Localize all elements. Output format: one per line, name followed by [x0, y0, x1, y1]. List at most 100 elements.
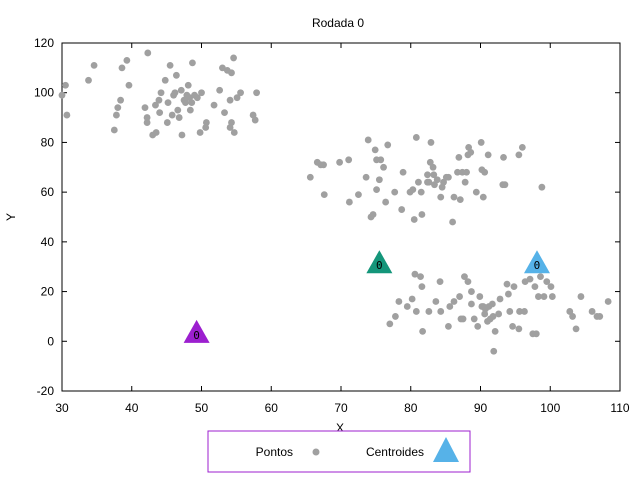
data-point: [588, 308, 596, 315]
y-tick-label: -20: [37, 384, 55, 398]
data-point: [474, 322, 482, 330]
data-point: [85, 76, 92, 84]
data-point: [336, 158, 344, 166]
data-point: [392, 313, 399, 320]
y-axis-label: Y: [4, 213, 18, 221]
data-point: [450, 193, 458, 201]
data-point: [123, 57, 131, 64]
data-point: [110, 126, 118, 134]
data-points: [58, 49, 612, 355]
data-point: [193, 94, 201, 102]
data-point: [184, 81, 192, 89]
data-point: [543, 278, 551, 286]
data-point: [114, 104, 122, 112]
data-point: [463, 168, 470, 176]
data-point: [468, 300, 475, 308]
data-point: [440, 178, 447, 186]
data-point: [345, 198, 353, 206]
data-point: [253, 89, 261, 97]
data-point: [157, 89, 165, 97]
data-point: [509, 322, 516, 330]
data-point: [251, 116, 259, 124]
data-point: [373, 186, 380, 194]
data-point: [577, 293, 585, 300]
legend-label-pontos: Pontos: [256, 445, 293, 459]
data-point: [237, 89, 244, 97]
data-point: [144, 49, 152, 57]
data-point: [445, 322, 452, 330]
data-point: [62, 81, 69, 89]
y-tick-label: 0: [47, 334, 54, 348]
data-point: [548, 293, 556, 300]
data-point: [228, 69, 235, 77]
legend-box: [207, 430, 471, 473]
data-point: [454, 168, 461, 176]
data-point: [490, 347, 498, 355]
data-point: [143, 114, 151, 121]
data-point: [408, 295, 416, 303]
data-point: [450, 298, 458, 305]
data-point: [464, 278, 472, 286]
data-point: [188, 99, 196, 107]
data-point: [431, 181, 438, 189]
x-tick-label: 90: [474, 401, 488, 415]
x-axis-label: X: [336, 421, 344, 435]
legend-marker-pontos: [312, 448, 320, 456]
data-point: [216, 86, 224, 94]
data-point: [534, 293, 542, 300]
chart-title: Rodada 0: [312, 16, 364, 30]
data-point: [461, 178, 469, 186]
data-point: [113, 111, 120, 119]
data-point: [596, 313, 604, 320]
x-tick-label: 30: [55, 401, 69, 415]
data-point: [382, 198, 390, 206]
data-point: [476, 293, 484, 300]
data-point: [362, 173, 370, 181]
data-point: [411, 270, 419, 278]
data-point: [172, 71, 180, 79]
y-tick-label: 120: [34, 36, 54, 50]
data-point: [168, 111, 176, 119]
data-point: [495, 310, 503, 318]
centroid-marker: [183, 319, 210, 343]
data-point: [221, 109, 228, 116]
data-point: [604, 298, 612, 305]
data-point: [501, 181, 509, 189]
data-point: [410, 216, 418, 223]
data-point: [430, 171, 438, 179]
data-point: [377, 156, 385, 164]
data-point: [470, 315, 478, 323]
data-point: [164, 99, 172, 107]
data-point: [163, 119, 171, 126]
x-tick-label: 60: [265, 401, 279, 415]
data-point: [532, 330, 540, 338]
data-point: [230, 129, 238, 136]
data-point: [141, 104, 149, 112]
data-point: [569, 313, 576, 320]
data-point: [166, 61, 174, 69]
data-point: [371, 146, 379, 154]
x-tick-label: 110: [610, 401, 629, 415]
data-point: [418, 283, 426, 290]
data-point: [369, 211, 377, 218]
data-point: [445, 173, 452, 181]
data-point: [521, 308, 528, 315]
data-point: [456, 293, 463, 300]
data-point: [436, 278, 444, 286]
data-point: [233, 94, 241, 102]
x-tick-label: 80: [404, 401, 418, 415]
data-point: [518, 144, 526, 151]
data-point: [117, 96, 124, 104]
data-point: [196, 129, 204, 136]
legend-label-centroides: Centroides: [366, 445, 424, 459]
data-point: [496, 295, 504, 303]
data-point: [202, 119, 210, 126]
data-point: [409, 186, 417, 194]
data-point: [391, 188, 399, 196]
data-point: [161, 76, 169, 84]
data-point: [156, 109, 164, 116]
data-point: [481, 310, 489, 318]
data-point: [467, 148, 475, 156]
data-point: [484, 151, 492, 159]
